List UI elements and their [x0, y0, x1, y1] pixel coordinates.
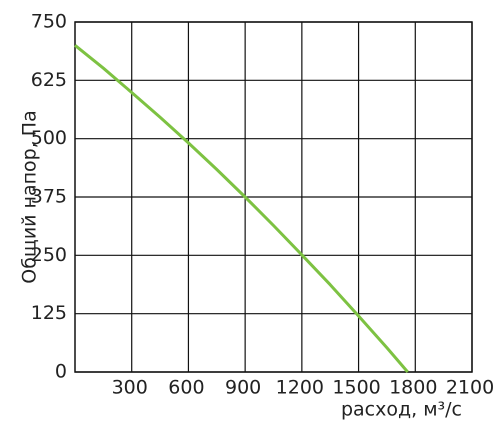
x-tick-label: 1800: [389, 377, 437, 399]
curve: [74, 44, 409, 373]
y-tick-label: 625: [31, 69, 67, 91]
y-tick-label: 250: [31, 244, 67, 266]
x-axis-label: расход, м³/с: [341, 399, 462, 421]
y-tick-label: 375: [31, 186, 67, 208]
y-tick-label: 0: [55, 361, 67, 383]
x-tick-label: 900: [225, 377, 261, 399]
y-tick-label: 750: [31, 11, 67, 33]
x-tick-label: 300: [112, 377, 148, 399]
x-tick-label: 1200: [276, 377, 324, 399]
x-tick-label: 1500: [332, 377, 380, 399]
x-tick-label: 2100: [446, 377, 494, 399]
x-tick-label: 600: [168, 377, 204, 399]
y-axis-label: Общий напор, Па: [19, 110, 41, 284]
y-tick-label: 500: [31, 127, 67, 149]
y-tick-label: 125: [31, 302, 67, 324]
